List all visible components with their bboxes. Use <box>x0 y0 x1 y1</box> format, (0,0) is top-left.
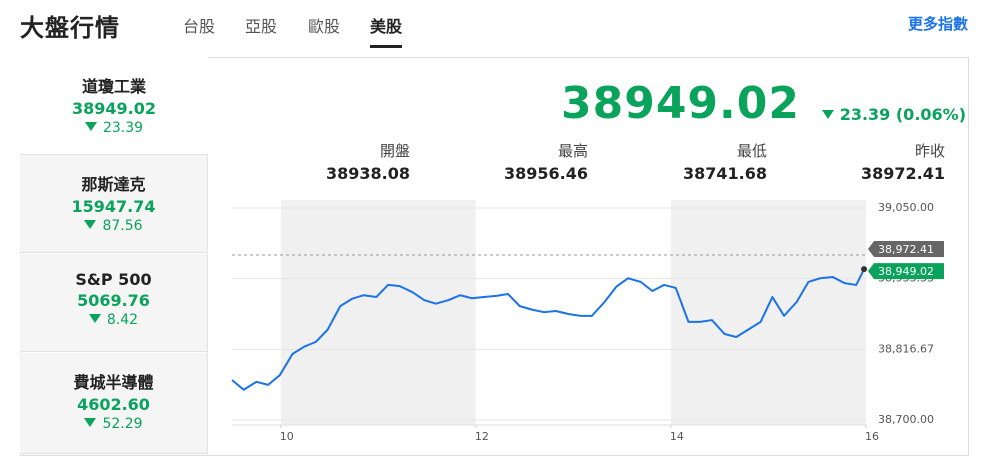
index-name: 那斯達克 <box>81 175 146 194</box>
stat-value: 38956.46 <box>503 164 588 183</box>
price-change: 23.39 (0.06%) <box>839 105 966 124</box>
index-change: 52.29 <box>102 416 143 432</box>
down-arrow <box>84 418 97 427</box>
index-change-row: 52.29 <box>20 416 207 432</box>
index-change-row: 87.56 <box>20 218 207 234</box>
x-tick-label: 10 <box>280 430 294 443</box>
tab[interactable]: 亞股 <box>245 17 278 36</box>
last-label-box <box>868 263 944 280</box>
index-name: 費城半導體 <box>73 373 154 392</box>
index-item[interactable]: 那斯達克 15947.74 87.56 <box>20 155 208 253</box>
index-change: 8.42 <box>106 312 139 328</box>
index-change: 87.56 <box>102 218 143 234</box>
index-value: 38949.02 <box>71 99 156 118</box>
stat-label: 開盤 <box>379 142 410 160</box>
index-change: 23.39 <box>102 120 144 136</box>
reference-label-box <box>868 240 944 257</box>
reference-label: 38,972.41 <box>878 243 934 256</box>
stat-value: 38938.08 <box>325 164 410 183</box>
chart: 38,700.0038,816.6738,933.3339,050.001012… <box>231 200 944 443</box>
stat: 最高 38956.46 <box>438 140 588 183</box>
stat: 昨收 38972.41 <box>795 140 945 183</box>
index-value: 4602.60 <box>77 395 150 414</box>
more-link[interactable]: 更多指數 <box>907 15 968 33</box>
down-arrow <box>84 122 97 131</box>
last-label: 38,949.02 <box>878 265 934 278</box>
x-tick-label: 12 <box>475 430 489 443</box>
tab-active[interactable]: 美股 <box>370 13 403 48</box>
stat: 最低 38741.68 <box>617 140 767 183</box>
y-tick-label: 38,700.00 <box>878 413 934 426</box>
down-arrow <box>88 314 101 323</box>
index-name: S&P 500 <box>75 270 152 289</box>
last-point <box>861 266 868 273</box>
index-value: 5069.76 <box>77 291 150 310</box>
price-line <box>231 268 865 391</box>
price-change-row: 23.39 (0.06%) <box>821 105 966 124</box>
y-tick-label: 38,816.67 <box>878 342 934 355</box>
shade-band <box>280 200 476 425</box>
index-item[interactable]: S&P 500 5069.76 8.42 <box>20 254 208 352</box>
x-tick-label: 14 <box>670 430 684 443</box>
stat-value: 38972.41 <box>860 164 945 183</box>
down-arrow <box>821 110 834 119</box>
y-tick-label: 39,050.00 <box>878 201 934 214</box>
shade-band <box>670 200 866 425</box>
tab[interactable]: 台股 <box>183 17 216 36</box>
index-change-row: 8.42 <box>20 312 207 328</box>
index-change-row: 23.39 <box>20 120 208 136</box>
down-arrow <box>84 220 97 229</box>
index-item[interactable]: 道瓊工業 38949.02 23.39 <box>20 57 208 155</box>
stat: 開盤 38938.08 <box>260 140 410 183</box>
stat-label: 昨收 <box>914 142 945 160</box>
page-title: 大盤行情 <box>20 14 120 42</box>
stat-label: 最高 <box>557 142 588 160</box>
x-tick-label: 16 <box>865 430 879 443</box>
index-item[interactable]: 費城半導體 4602.60 52.29 <box>20 353 208 454</box>
tab[interactable]: 歐股 <box>308 17 341 36</box>
index-name: 道瓊工業 <box>81 77 146 96</box>
stat-value: 38741.68 <box>682 164 767 183</box>
stat-label: 最低 <box>736 142 767 160</box>
index-value: 15947.74 <box>71 197 156 216</box>
price: 38949.02 <box>560 78 800 129</box>
